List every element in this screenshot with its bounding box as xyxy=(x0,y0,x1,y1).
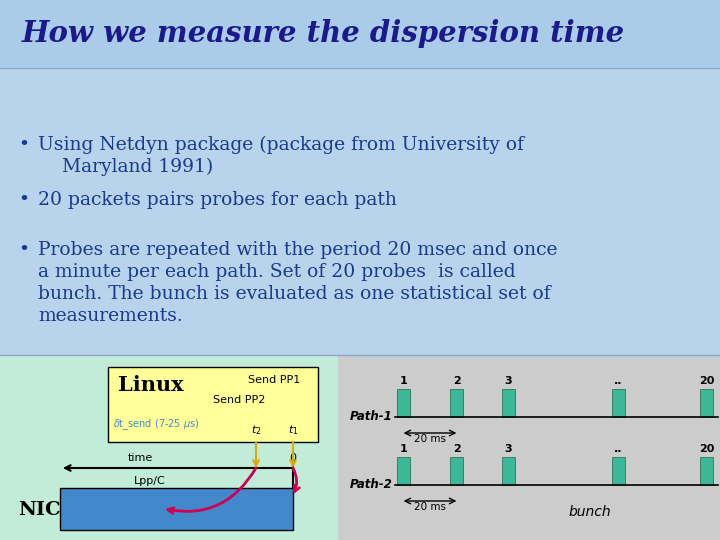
Bar xyxy=(502,389,515,417)
Text: bunch: bunch xyxy=(569,505,611,519)
Text: •: • xyxy=(18,136,29,154)
Text: •: • xyxy=(18,241,29,259)
Text: 20 packets pairs probes for each path: 20 packets pairs probes for each path xyxy=(38,191,397,209)
Text: Path-1: Path-1 xyxy=(349,410,392,423)
Bar xyxy=(397,457,410,485)
Text: Linux: Linux xyxy=(118,375,184,395)
Bar xyxy=(612,389,625,417)
Bar xyxy=(397,389,410,417)
Text: a minute per each path. Set of 20 probes  is called: a minute per each path. Set of 20 probes… xyxy=(38,263,516,281)
Bar xyxy=(502,457,515,485)
Text: 1: 1 xyxy=(400,444,408,454)
Text: ..: .. xyxy=(614,444,623,454)
Text: 20: 20 xyxy=(699,376,714,386)
Bar xyxy=(450,389,463,417)
Text: 20 ms: 20 ms xyxy=(414,434,446,444)
Bar xyxy=(0,0,720,68)
Bar xyxy=(700,457,713,485)
Text: •: • xyxy=(18,191,29,209)
Text: $t_2$: $t_2$ xyxy=(251,423,261,437)
Bar xyxy=(450,457,463,485)
Bar xyxy=(338,355,720,540)
Text: Using Netdyn package (package from University of: Using Netdyn package (package from Unive… xyxy=(38,136,524,154)
Bar xyxy=(0,355,338,540)
Bar xyxy=(700,389,713,417)
Bar xyxy=(60,488,293,530)
Text: 3: 3 xyxy=(505,376,513,386)
Text: $\delta$t_send (7-25 $\mu$s): $\delta$t_send (7-25 $\mu$s) xyxy=(113,417,199,432)
Text: Path-2: Path-2 xyxy=(349,478,392,491)
Text: 2: 2 xyxy=(453,444,460,454)
Text: time: time xyxy=(127,453,153,463)
Text: Send PP1: Send PP1 xyxy=(248,375,300,385)
Text: Probes are repeated with the period 20 msec and once: Probes are repeated with the period 20 m… xyxy=(38,241,557,259)
Text: bunch. The bunch is evaluated as one statistical set of: bunch. The bunch is evaluated as one sta… xyxy=(38,285,551,303)
Bar xyxy=(612,457,625,485)
Text: 1: 1 xyxy=(400,376,408,386)
Text: Lpp/C: Lpp/C xyxy=(134,476,166,486)
Text: 2: 2 xyxy=(453,376,460,386)
Text: NIC: NIC xyxy=(18,501,60,519)
Bar xyxy=(108,367,318,442)
Text: How we measure the dispersion time: How we measure the dispersion time xyxy=(22,19,625,49)
Text: measurements.: measurements. xyxy=(38,307,183,325)
Text: 0: 0 xyxy=(289,453,297,463)
Text: 3: 3 xyxy=(505,444,513,454)
Text: ..: .. xyxy=(614,376,623,386)
Text: Maryland 1991): Maryland 1991) xyxy=(38,158,213,176)
Text: 20: 20 xyxy=(699,444,714,454)
Text: 20 ms: 20 ms xyxy=(414,502,446,512)
Text: Send PP2: Send PP2 xyxy=(213,395,266,405)
Text: $t_1$: $t_1$ xyxy=(288,423,298,437)
